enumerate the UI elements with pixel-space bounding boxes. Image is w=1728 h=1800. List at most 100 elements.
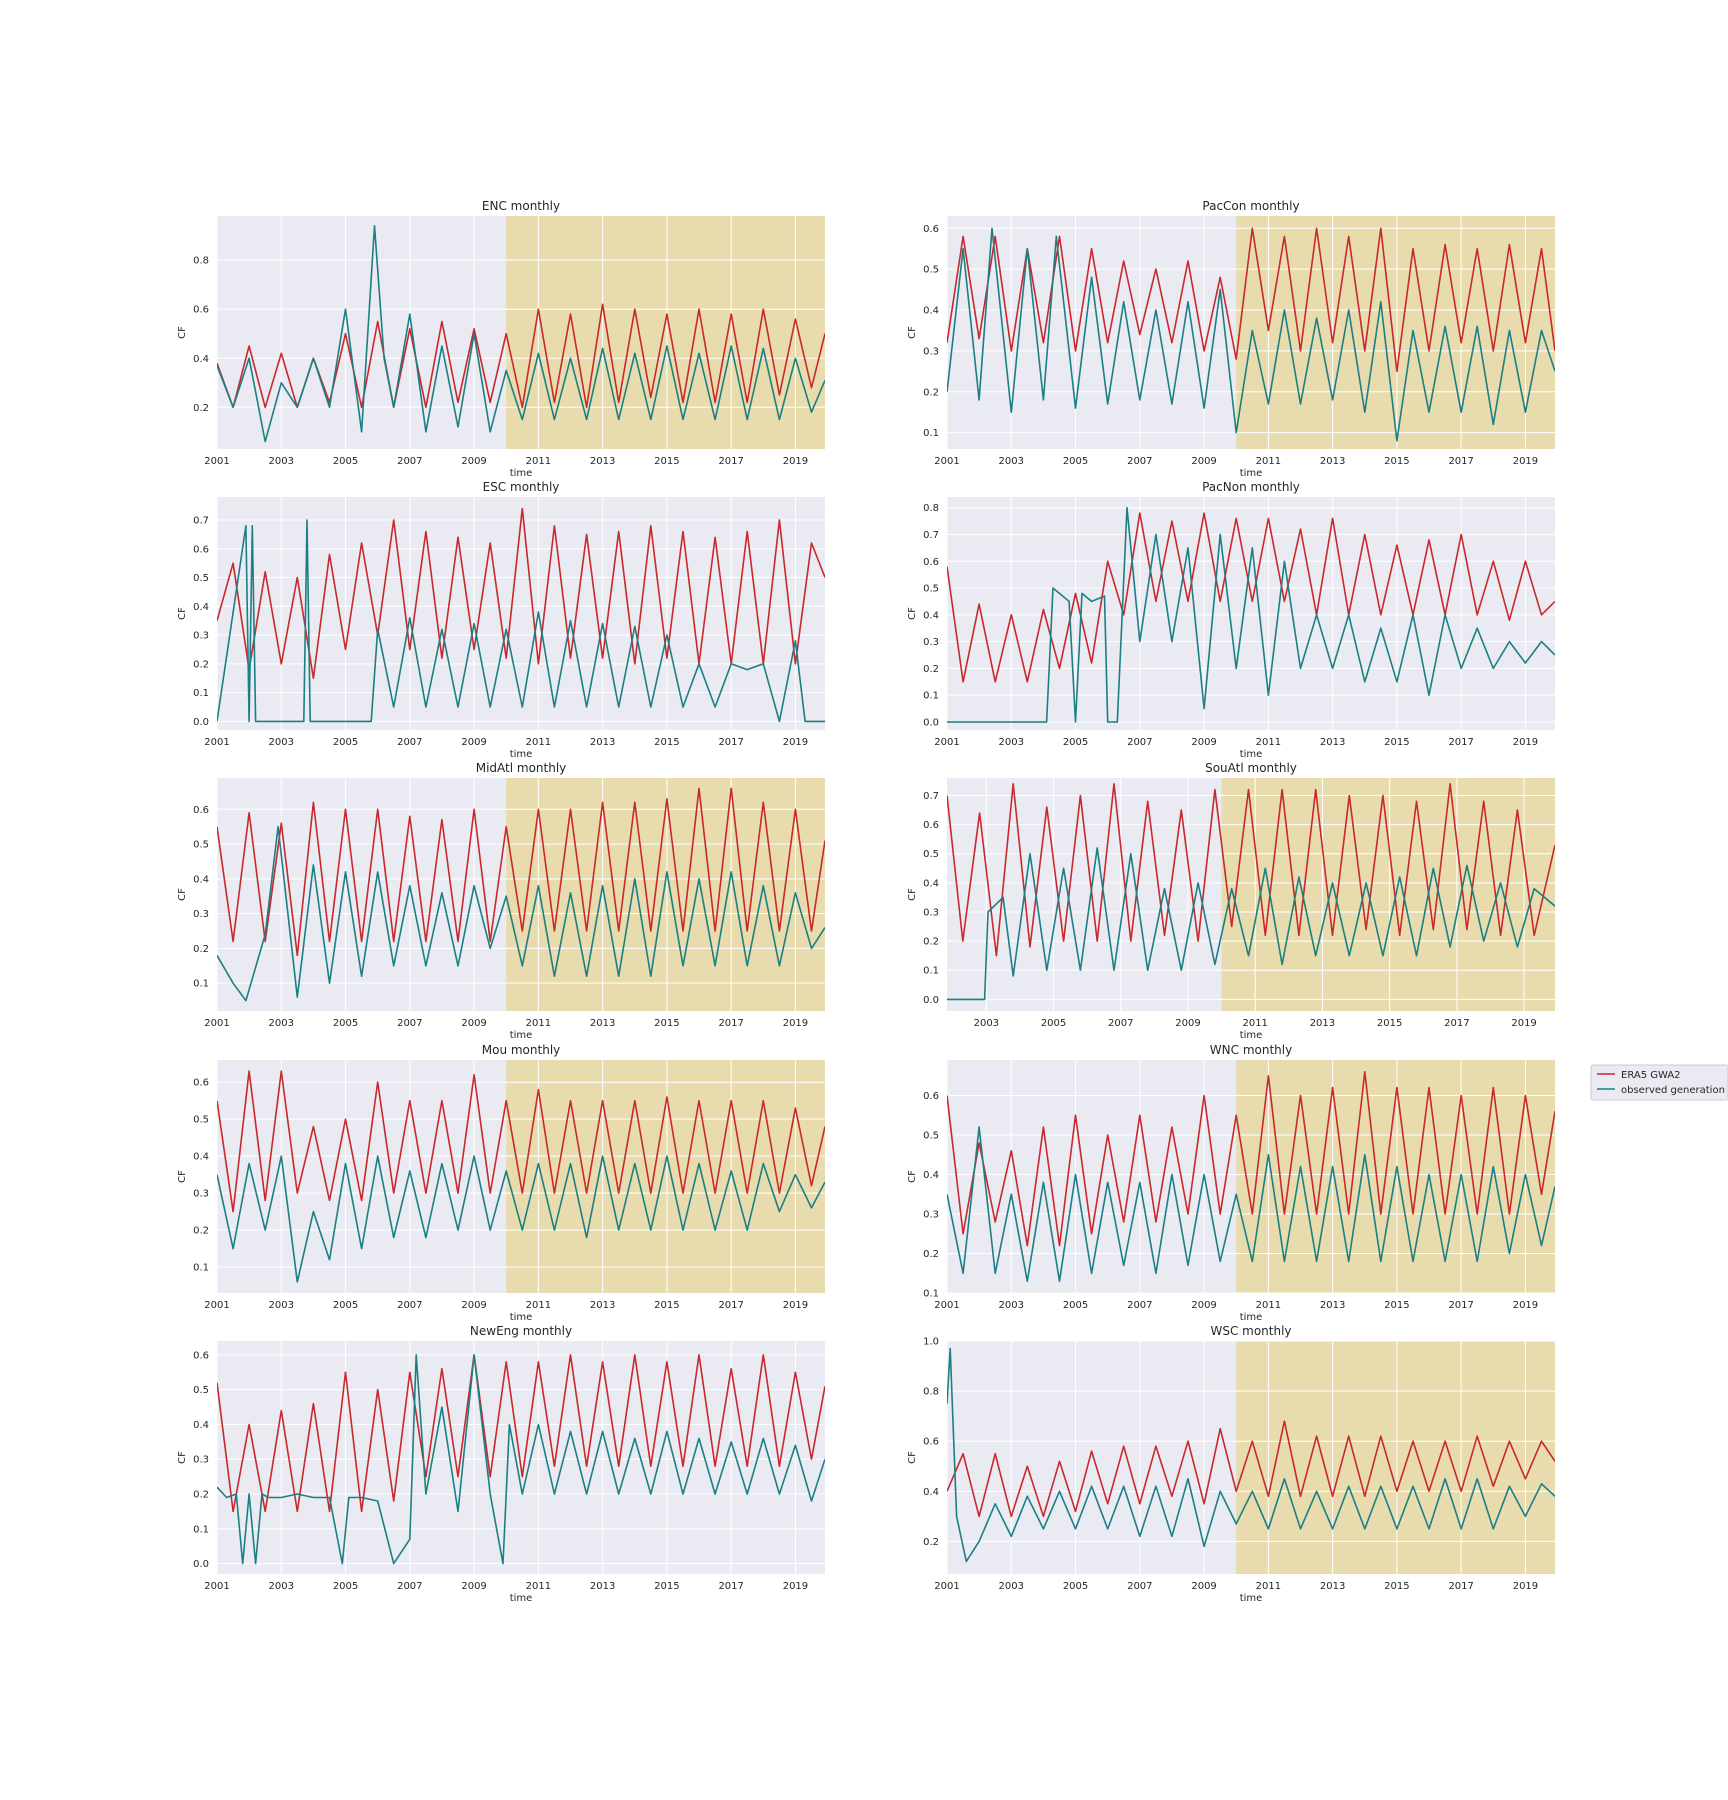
y-axis-label: CF xyxy=(177,1451,188,1464)
x-tick-label: 2003 xyxy=(974,1018,999,1029)
x-tick-label: 2013 xyxy=(1310,1018,1335,1029)
y-tick-label: 0.2 xyxy=(193,659,209,670)
x-axis-label: time xyxy=(510,1593,533,1604)
x-tick-label: 2007 xyxy=(1108,1018,1133,1029)
y-tick-label: 0.1 xyxy=(923,428,939,439)
plot-area xyxy=(217,497,825,730)
y-tick-label: 0.3 xyxy=(923,637,939,648)
y-tick-label: 0.2 xyxy=(193,403,209,414)
y-tick-label: 0.4 xyxy=(923,878,939,889)
y-axis-label: CF xyxy=(907,1170,918,1183)
y-tick-label: 0.6 xyxy=(193,1350,209,1361)
y-tick-label: 0.2 xyxy=(923,664,939,675)
x-tick-label: 2009 xyxy=(461,456,486,467)
y-tick-label: 0.3 xyxy=(923,907,939,918)
series-line-observed xyxy=(217,225,825,443)
panel-title: PacNon monthly xyxy=(1202,480,1300,494)
panel-wsc-monthly: 2001 2003 2005 2007 2009 2011 2013 2015 2017 2019… xyxy=(907,1324,1555,1604)
x-tick-label: 2007 xyxy=(397,1300,422,1311)
y-tick-label: 0.4 xyxy=(923,1487,939,1498)
x-tick-label: 2015 xyxy=(1384,737,1409,748)
panels: 2001 2003 2005 2007 2009 2011 2013 2015 2017 2019… xyxy=(177,199,1555,1604)
x-tick-label: 2001 xyxy=(204,1300,229,1311)
y-tick-label: 0.8 xyxy=(923,1387,939,1398)
series-line-observed xyxy=(217,519,825,723)
x-tick-label: 2005 xyxy=(1063,1300,1088,1311)
x-tick-label: 2015 xyxy=(1384,1581,1409,1592)
y-tick-label: 0.3 xyxy=(193,631,209,642)
y-tick-label: 0.0 xyxy=(923,995,939,1006)
y-tick-label: 0.5 xyxy=(923,849,939,860)
x-tick-label: 2013 xyxy=(590,1018,615,1029)
x-tick-label: 2001 xyxy=(204,737,229,748)
y-tick-label: 0.5 xyxy=(193,840,209,851)
y-axis-label: CF xyxy=(177,607,188,620)
y-tick-label: 0.5 xyxy=(193,1385,209,1396)
x-tick-label: 2019 xyxy=(1511,1018,1536,1029)
x-tick-label: 2009 xyxy=(1191,1581,1216,1592)
x-tick-label: 2013 xyxy=(590,1581,615,1592)
y-tick-label: 0.5 xyxy=(923,1131,939,1142)
series-line-era5 xyxy=(217,507,825,680)
series-line-observed xyxy=(947,1126,1555,1282)
y-tick-label: 0.4 xyxy=(193,1420,209,1431)
x-axis-label: time xyxy=(1240,749,1263,760)
y-tick-label: 0.5 xyxy=(923,584,939,595)
y-tick-label: 0.6 xyxy=(923,820,939,831)
x-axis-label: time xyxy=(510,468,533,479)
y-tick-label: 0.5 xyxy=(193,1115,209,1126)
series-line-era5 xyxy=(947,1071,1555,1247)
x-tick-label: 2003 xyxy=(999,1581,1024,1592)
y-tick-label: 0.3 xyxy=(193,1189,209,1200)
series-line-era5 xyxy=(947,227,1555,373)
x-tick-label: 2007 xyxy=(397,737,422,748)
x-tick-label: 2001 xyxy=(204,1581,229,1592)
y-tick-label: 0.5 xyxy=(193,573,209,584)
panel-esc-monthly: 2001 2003 2005 2007 2009 2011 2013 2015 2017 2019… xyxy=(177,480,825,760)
x-tick-label: 2011 xyxy=(526,456,551,467)
y-tick-label: 0.7 xyxy=(923,791,939,802)
x-tick-label: 2019 xyxy=(783,1581,808,1592)
panel-title: MidAtl monthly xyxy=(476,761,567,775)
y-tick-label: 0.5 xyxy=(923,265,939,276)
y-tick-label: 0.3 xyxy=(193,909,209,920)
y-tick-label: 0.1 xyxy=(923,1289,939,1300)
x-tick-label: 2009 xyxy=(461,1300,486,1311)
x-tick-label: 2003 xyxy=(269,1581,294,1592)
x-tick-label: 2009 xyxy=(1175,1018,1200,1029)
y-axis-label: CF xyxy=(177,1170,188,1183)
x-tick-label: 2003 xyxy=(269,456,294,467)
y-tick-label: 0.2 xyxy=(923,387,939,398)
x-tick-label: 2001 xyxy=(204,1018,229,1029)
x-tick-label: 2005 xyxy=(333,1300,358,1311)
y-tick-label: 0.1 xyxy=(193,1263,209,1274)
panel-title: ENC monthly xyxy=(482,199,560,213)
highlight-region xyxy=(1236,216,1555,449)
panel-enc-monthly: 2001 2003 2005 2007 2009 2011 2013 2015 2017 2019… xyxy=(177,199,825,479)
x-tick-label: 2009 xyxy=(461,1018,486,1029)
x-tick-label: 2011 xyxy=(1256,737,1281,748)
y-tick-label: 0.0 xyxy=(923,717,939,728)
x-tick-label: 2001 xyxy=(204,456,229,467)
y-tick-label: 0.6 xyxy=(193,805,209,816)
x-axis-label: time xyxy=(1240,468,1263,479)
x-tick-label: 2019 xyxy=(1513,456,1538,467)
y-tick-label: 0.1 xyxy=(923,691,939,702)
y-tick-label: 0.4 xyxy=(923,306,939,317)
x-tick-label: 2017 xyxy=(1448,1581,1473,1592)
panel-title: ESC monthly xyxy=(483,480,560,494)
x-tick-label: 2011 xyxy=(1256,1581,1281,1592)
x-tick-label: 2017 xyxy=(718,1018,743,1029)
series-line-era5 xyxy=(947,782,1555,957)
y-tick-label: 0.3 xyxy=(923,1210,939,1221)
x-tick-label: 2015 xyxy=(654,1018,679,1029)
x-tick-label: 2005 xyxy=(333,737,358,748)
y-tick-label: 0.6 xyxy=(193,544,209,555)
y-tick-label: 0.4 xyxy=(193,1152,209,1163)
legend-label-observed: observed generation xyxy=(1621,1085,1725,1096)
x-tick-label: 2017 xyxy=(1444,1018,1469,1029)
x-tick-label: 2001 xyxy=(934,1581,959,1592)
x-tick-label: 2009 xyxy=(1191,456,1216,467)
series-line-observed xyxy=(217,1155,825,1283)
panel-title: PacCon monthly xyxy=(1202,199,1299,213)
